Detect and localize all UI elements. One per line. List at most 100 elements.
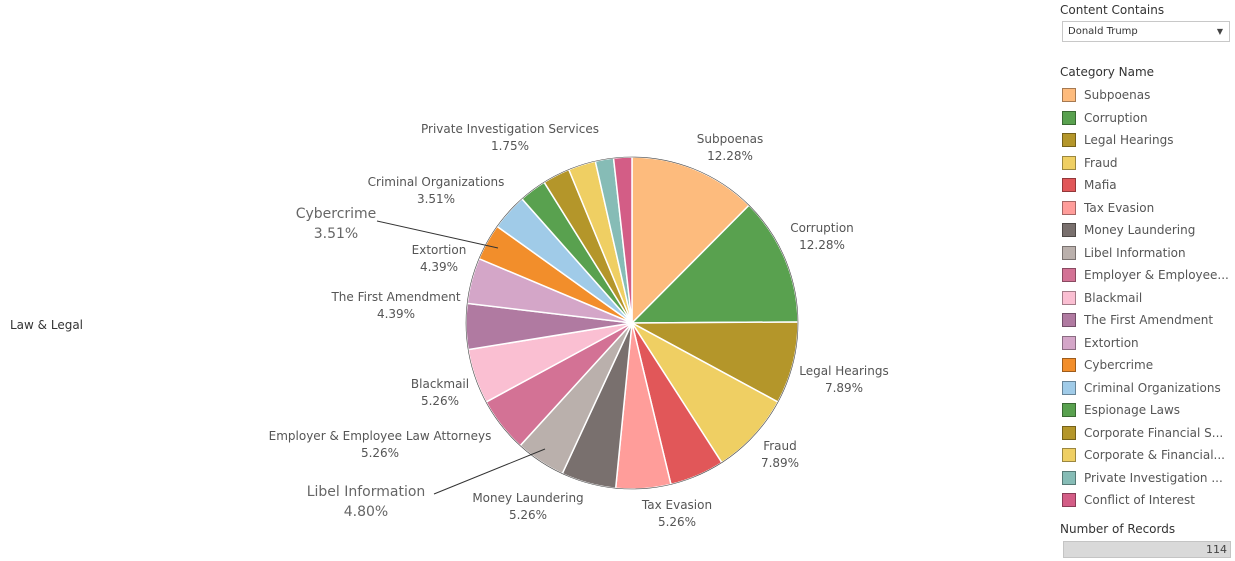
legend-swatch — [1062, 493, 1076, 508]
slice-label: Private Investigation Services — [421, 122, 599, 136]
legend-label: Employer & Employee... — [1084, 268, 1229, 283]
dropdown-arrow-icon: ▼ — [1216, 27, 1223, 36]
legend-label: Cybercrime — [1084, 358, 1154, 373]
legend-swatch — [1062, 110, 1076, 125]
legend-label: Legal Hearings — [1084, 133, 1174, 148]
category-legend: Subpoenas Corruption Legal Hearings Fraud Ma… — [1062, 84, 1234, 512]
slice-label: Tax Evasion — [641, 498, 712, 512]
legend-swatch — [1062, 313, 1076, 328]
slice-percent-label: 4.80% — [344, 504, 388, 520]
legend-swatch — [1062, 133, 1076, 148]
legend-item[interactable]: Subpoenas — [1062, 84, 1234, 107]
slice-label: The First Amendment — [330, 290, 460, 304]
legend-swatch — [1062, 200, 1076, 215]
legend-label: Espionage Laws — [1084, 403, 1181, 418]
legend-item[interactable]: Corporate & Financial... — [1062, 444, 1234, 467]
slice-percent-label: 12.28% — [799, 238, 845, 252]
pie-chart[interactable]: Subpoenas 12.28% Corruption 12.28% Legal Hea… — [0, 0, 1050, 561]
legend-label: Corruption — [1084, 110, 1148, 125]
legend-item[interactable]: Espionage Laws — [1062, 399, 1234, 422]
slice-percent-label: 5.26% — [509, 508, 547, 522]
legend-label: Tax Evasion — [1084, 200, 1155, 215]
leader-lines — [376, 220, 546, 495]
legend-item[interactable]: Libel Information — [1062, 242, 1234, 265]
legend-swatch — [1062, 335, 1076, 350]
legend-swatch — [1062, 470, 1076, 485]
records-value: 114 — [1206, 543, 1227, 556]
legend-item[interactable]: Private Investigation ... — [1062, 467, 1234, 490]
legend-swatch — [1062, 358, 1076, 373]
number-of-records-bar[interactable]: 114 — [1063, 541, 1231, 558]
slice-labels: Subpoenas 12.28% Corruption 12.28% Legal Hea… — [269, 122, 889, 529]
legend-label: Criminal Organizations — [1084, 380, 1221, 395]
legend-label: Corporate Financial S... — [1084, 425, 1224, 440]
slice-percent-label: 4.39% — [377, 307, 415, 321]
legend-swatch — [1062, 88, 1076, 103]
legend-swatch — [1062, 223, 1076, 238]
legend-swatch — [1062, 268, 1076, 283]
row-header-label: Law & Legal — [10, 318, 84, 332]
legend-label: Fraud — [1084, 155, 1118, 170]
legend-label: Corporate & Financial... — [1084, 448, 1225, 463]
legend-item[interactable]: Mafia — [1062, 174, 1234, 197]
slice-percent-label: 7.89% — [825, 381, 863, 395]
slice-percent-label: 4.39% — [420, 260, 458, 274]
legend-swatch — [1062, 425, 1076, 440]
legend-label: The First Amendment — [1084, 313, 1214, 328]
legend-item[interactable]: The First Amendment — [1062, 309, 1234, 332]
legend-item[interactable]: Fraud — [1062, 152, 1234, 175]
slice-label: Blackmail — [411, 377, 469, 391]
leader-line — [433, 448, 546, 495]
slice-label: Libel Information — [307, 484, 426, 500]
filter-title: Content Contains — [1060, 3, 1165, 17]
slice-percent-label: 7.89% — [761, 456, 799, 470]
slice-percent-label: 5.26% — [361, 446, 399, 460]
legend-item[interactable]: Legal Hearings — [1062, 129, 1234, 152]
legend-swatch — [1062, 178, 1076, 193]
legend-swatch — [1062, 245, 1076, 260]
content-contains-dropdown[interactable]: Donald Trump ▼ — [1062, 21, 1230, 42]
filter-value: Donald Trump — [1068, 26, 1138, 37]
legend-label: Extortion — [1084, 335, 1139, 350]
legend-label: Libel Information — [1084, 245, 1186, 260]
legend-title: Category Name — [1060, 65, 1155, 79]
pie-outline — [465, 156, 799, 490]
sidebar: Content Contains Donald Trump ▼ Category… — [1058, 0, 1235, 561]
legend-item[interactable]: Corporate Financial S... — [1062, 422, 1234, 445]
slice-label: Cybercrime — [296, 206, 377, 222]
legend-item[interactable]: Tax Evasion — [1062, 197, 1234, 220]
slice-label: Employer & Employee Law Attorneys — [269, 429, 492, 443]
legend-item[interactable]: Extortion — [1062, 332, 1234, 355]
legend-item[interactable]: Corruption — [1062, 107, 1234, 130]
slice-label: Subpoenas — [697, 132, 763, 146]
slice-percent-label: 1.75% — [491, 139, 529, 153]
legend-label: Private Investigation ... — [1084, 470, 1223, 485]
legend-item[interactable]: Blackmail — [1062, 287, 1234, 310]
legend-label: Mafia — [1084, 178, 1117, 193]
legend-label: Conflict of Interest — [1084, 493, 1195, 508]
slice-label: Corruption — [790, 221, 854, 235]
slice-percent-label: 3.51% — [417, 192, 455, 206]
slice-label: Money Laundering — [472, 491, 583, 505]
slice-label: Legal Hearings — [799, 364, 888, 378]
legend-swatch — [1062, 403, 1076, 418]
slice-percent-label: 5.26% — [658, 515, 696, 529]
legend-item[interactable]: Money Laundering — [1062, 219, 1234, 242]
leader-line — [376, 220, 499, 249]
legend-swatch — [1062, 290, 1076, 305]
legend-item[interactable]: Cybercrime — [1062, 354, 1234, 377]
legend-label: Subpoenas — [1084, 88, 1151, 103]
legend-item[interactable]: Criminal Organizations — [1062, 377, 1234, 400]
slice-label: Extortion — [412, 243, 467, 257]
slice-percent-label: 12.28% — [707, 149, 753, 163]
legend-swatch — [1062, 155, 1076, 170]
legend-swatch — [1062, 380, 1076, 395]
slice-label: Fraud — [763, 439, 797, 453]
pie-slices — [465, 156, 799, 490]
legend-item[interactable]: Conflict of Interest — [1062, 489, 1234, 512]
legend-item[interactable]: Employer & Employee... — [1062, 264, 1234, 287]
records-title: Number of Records — [1060, 522, 1176, 536]
legend-label: Blackmail — [1084, 290, 1143, 305]
legend-swatch — [1062, 448, 1076, 463]
legend-label: Money Laundering — [1084, 223, 1196, 238]
